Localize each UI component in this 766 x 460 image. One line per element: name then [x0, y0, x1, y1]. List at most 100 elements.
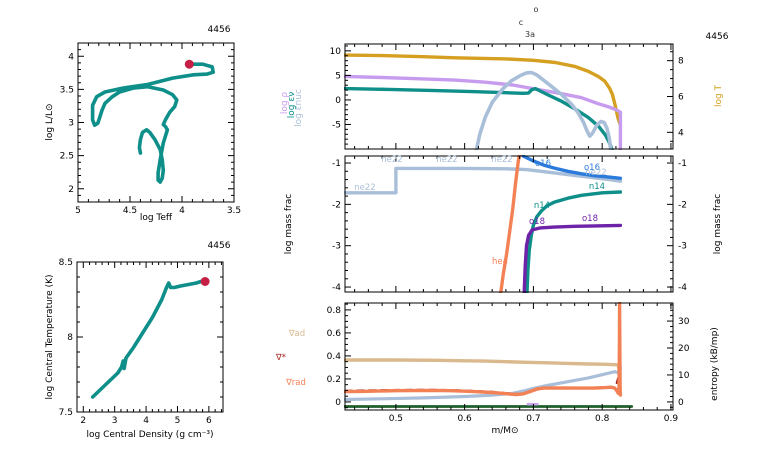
y-tick-label: -3 [332, 242, 341, 252]
model-number: 4456 [208, 241, 231, 251]
y2-tick-label: -2 [678, 200, 687, 210]
y-tick-label: -2 [332, 200, 341, 210]
curve-label-grad-ad: ∇ad [288, 329, 305, 339]
y-axis-title: log mass frac [284, 194, 294, 254]
series-evolution-track [90, 62, 215, 184]
y-label-log-eps-nuc: log εnuc [294, 89, 304, 127]
y2-axis-title: log mass frac [713, 194, 723, 254]
y2-tick-label: 8 [678, 57, 684, 67]
series-o16 [521, 155, 623, 181]
x-axis-title: log Central Density (g cm⁻³) [87, 430, 214, 440]
y2-tick-label: 0 [678, 398, 684, 408]
x-tick-label: 3 [112, 416, 118, 426]
x-tick-label: 6 [206, 416, 212, 426]
curve-label-grad-rad: ∇rad [285, 378, 306, 388]
series-n14 [525, 190, 623, 293]
series-grad-rad [344, 302, 623, 397]
curve-label-o16: o16 [535, 159, 551, 169]
series-log-t [344, 53, 622, 127]
y-tick-label: 0.2 [327, 375, 341, 385]
y-label-log-rho: log ρ [280, 92, 290, 115]
curve-label-o16: o16 [584, 163, 600, 173]
y-tick-label: 0.8 [327, 306, 342, 316]
y2-tick-label: 6 [678, 93, 684, 103]
x-tick-label: 4.5 [123, 206, 137, 216]
profile-gradients: 0.5 0.6 0.7 0.8 0.9 0 0.2 0.4 0.6 0.8 0 10 20 30 m/M⊙ ∇… [275, 302, 720, 436]
curve-label-ne22: ne22 [354, 183, 375, 193]
y2-label-log-t: log T [714, 84, 724, 107]
model-number: 4456 [208, 25, 231, 35]
profile-abundances: -1 -2 -3 -4 -1 -2 -3 -4 log mass frac log mass fr… [284, 155, 723, 293]
series-log-rho [344, 74, 623, 150]
y-tick-label: 5 [335, 71, 341, 81]
curve-label-grad-star: ∇* [275, 353, 286, 363]
y-tick-label: -4 [332, 283, 341, 293]
y2-axis-title: entropy (kB/mp) [710, 327, 720, 401]
y-axis-title: log Central Temperature (K) [45, 274, 55, 399]
x-tick-label: 5 [175, 416, 181, 426]
y2-tick-label: -3 [678, 242, 687, 252]
x-tick-label: 0.6 [457, 414, 472, 424]
x-tick-label: 0.9 [664, 414, 679, 424]
y-tick-label: 8.5 [59, 258, 73, 268]
y-tick-label: -1 [332, 159, 341, 169]
y-tick-label: 3.5 [60, 85, 74, 95]
x-tick-label: 0.5 [389, 414, 403, 424]
curve-label-ne22: ne22 [381, 155, 402, 165]
burning-marker-o: o [534, 5, 539, 14]
central-t-rho: 2 3 4 5 6 7.5 8 8.5 4456 log Central Density (g c… [45, 241, 231, 440]
y-tick-label: 0 [335, 398, 341, 408]
axis-frame [344, 302, 674, 411]
series-entropy [344, 366, 623, 402]
axis-frame [344, 155, 674, 293]
y2-tick-label: 20 [678, 344, 690, 354]
y-tick-label: 2.5 [60, 152, 74, 162]
curve-label-ne22: ne22 [585, 168, 606, 178]
y-tick-label: 3 [68, 119, 74, 129]
burning-marker-3a: 3a [525, 30, 535, 39]
curve-label-o18: o18 [529, 217, 545, 227]
x-tick-label: 2 [80, 416, 86, 426]
hr-diagram: 5 4.5 4 3.5 2 2.5 3 3.5 4 4456 log Teff log L/L⊙ [45, 25, 241, 223]
y2-tick-label: 30 [678, 317, 690, 327]
y-tick-label: -5 [332, 120, 341, 130]
current-model-dot [200, 277, 210, 286]
x-axis-title: m/M⊙ [491, 426, 518, 436]
series-central-track [90, 279, 207, 399]
y2-tick-label: 10 [678, 371, 690, 381]
curve-label-n14: n14 [534, 201, 550, 211]
curve-label-n14: n14 [589, 182, 605, 192]
y-tick-label: 7.5 [59, 408, 73, 418]
curve-label-o18: o18 [582, 214, 598, 224]
y-label-log-eps-nu: log εν [287, 92, 297, 118]
model-number: 4456 [706, 32, 729, 42]
x-tick-label: 4 [179, 206, 185, 216]
curve-label-ne22: ne22 [436, 155, 457, 165]
x-axis-title: log Teff [140, 213, 173, 223]
y-tick-label: 8 [67, 333, 73, 343]
y-tick-label: 0 [335, 96, 341, 106]
y2-tick-label: -1 [678, 159, 687, 169]
series-log-eps-nu [344, 86, 614, 150]
curve-label-he4: he4 [492, 257, 508, 267]
y-tick-label: 0.4 [327, 352, 342, 362]
y-tick-label: 2 [68, 185, 74, 195]
x-tick-label: 3.5 [227, 206, 241, 216]
series-log-eps-nuc [474, 70, 613, 150]
x-tick-label: 4 [143, 416, 149, 426]
x-tick-label: 5 [75, 206, 81, 216]
y2-tick-label: 4 [678, 128, 684, 138]
series-he4 [498, 155, 522, 293]
y-tick-label: 0.6 [327, 329, 342, 339]
y-axis-title: log L/L⊙ [45, 103, 55, 140]
x-tick-label: 0.8 [595, 414, 610, 424]
y-tick-label: 10 [330, 47, 342, 57]
curve-label-ne22: ne22 [491, 155, 512, 165]
burning-marker-c: c [519, 18, 523, 27]
series-o18 [522, 223, 623, 293]
x-tick-label: 0.7 [526, 414, 540, 424]
current-model-dot [184, 59, 194, 69]
